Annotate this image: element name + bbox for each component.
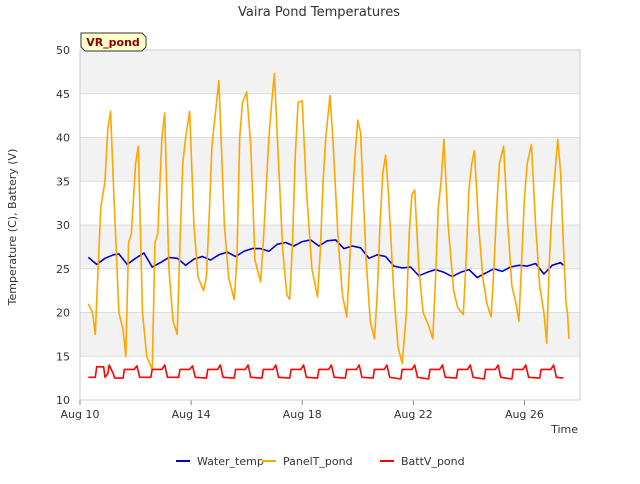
background-band bbox=[80, 181, 580, 225]
y-tick-label: 10 bbox=[56, 394, 70, 407]
x-tick-label: Aug 14 bbox=[172, 408, 211, 421]
series-lines bbox=[87, 72, 570, 380]
x-axis-label: Time bbox=[550, 423, 578, 436]
y-tick-labels: 10 15 20 25 30 35 40 45 50 bbox=[56, 44, 70, 407]
y-tick-label: 50 bbox=[56, 44, 70, 57]
station-badge: VR_pond bbox=[80, 32, 147, 52]
series-line-battv-pond bbox=[88, 364, 564, 380]
y-tick-label: 15 bbox=[56, 350, 70, 363]
station-badge-box bbox=[80, 32, 147, 52]
x-tick-label: Aug 22 bbox=[394, 408, 433, 421]
background-band bbox=[80, 356, 580, 400]
legend-label: Water_temp bbox=[197, 455, 264, 468]
y-axis-label: Temperature (C), Battery (V) bbox=[6, 149, 19, 307]
x-tick-label: Aug 10 bbox=[61, 408, 100, 421]
background-band bbox=[80, 137, 580, 182]
x-tick-label: Aug 26 bbox=[505, 408, 544, 421]
legend-label: BattV_pond bbox=[401, 455, 465, 468]
legend: Water_temp PanelT_pond BattV_pond bbox=[176, 455, 465, 468]
y-tick-label: 45 bbox=[56, 88, 70, 101]
station-badge-label: VR_pond bbox=[86, 36, 140, 49]
background-band bbox=[80, 50, 580, 94]
y-tick-label: 40 bbox=[56, 132, 70, 145]
chart-title: Vaira Pond Temperatures bbox=[238, 5, 400, 20]
background-band bbox=[80, 312, 580, 357]
x-tick-labels: Aug 10 Aug 14 Aug 18 Aug 22 Aug 26 bbox=[61, 400, 544, 421]
y-tick-label: 20 bbox=[56, 307, 70, 320]
y-tick-label: 35 bbox=[56, 175, 70, 188]
legend-label: PanelT_pond bbox=[283, 455, 353, 468]
series-line-water-temp bbox=[87, 239, 564, 279]
x-tick-label: Aug 18 bbox=[283, 408, 322, 421]
plot-background-bands bbox=[80, 50, 580, 400]
series-line-panelt-pond bbox=[87, 72, 570, 371]
y-tick-label: 30 bbox=[56, 219, 70, 232]
y-tick-label: 25 bbox=[56, 263, 70, 276]
background-band bbox=[80, 268, 580, 313]
plot-area-border bbox=[79, 49, 581, 401]
